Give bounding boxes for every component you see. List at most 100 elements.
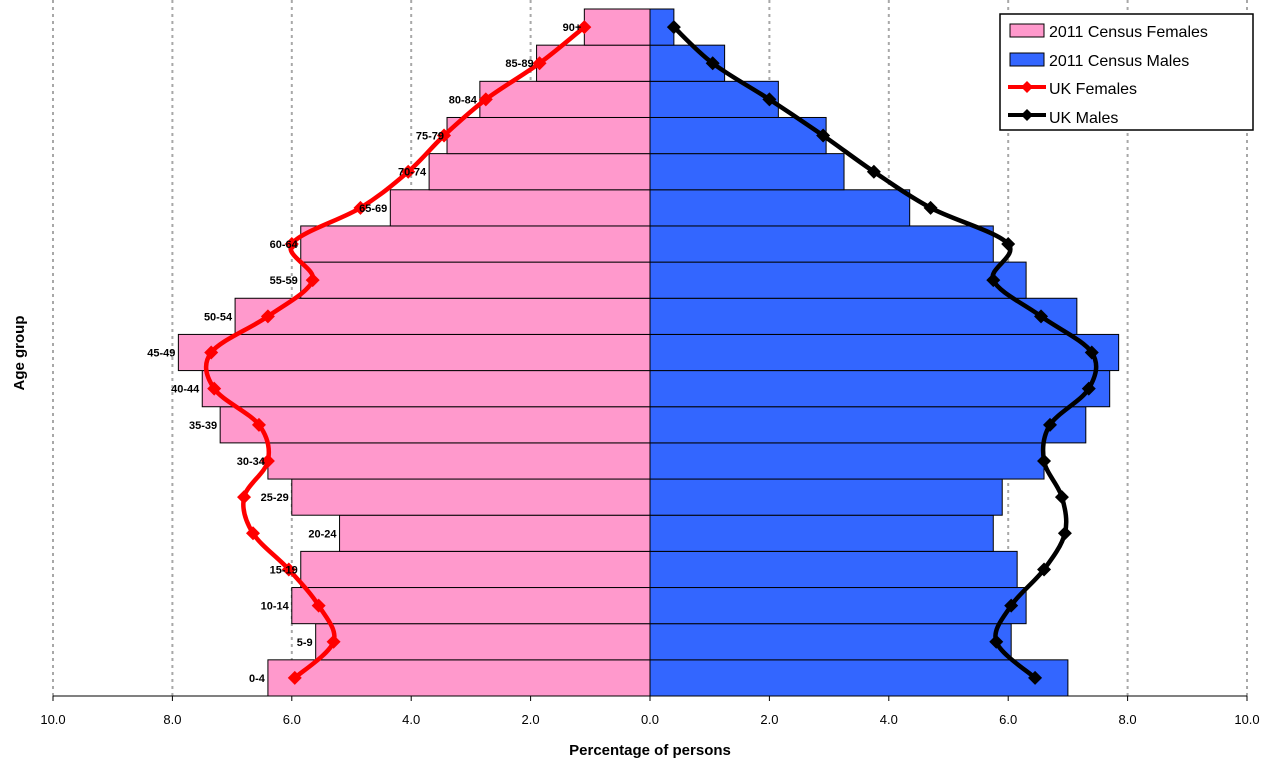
bar-male bbox=[649, 116, 827, 155]
bar-layer bbox=[177, 8, 1120, 697]
bar-female bbox=[315, 623, 651, 661]
age-group-label: 25-29 bbox=[261, 492, 289, 504]
legend-label-uk-males: UK Males bbox=[1049, 110, 1118, 127]
x-tick-label: 6.0 bbox=[283, 712, 301, 727]
x-tick-label: 8.0 bbox=[163, 712, 181, 727]
bar-female bbox=[267, 442, 651, 480]
point-uk-males bbox=[705, 56, 720, 71]
bar-male bbox=[649, 153, 845, 191]
age-group-label: 5-9 bbox=[297, 637, 313, 649]
point-uk-females bbox=[577, 20, 592, 35]
bar-female bbox=[339, 514, 651, 552]
point-uk-males bbox=[1057, 526, 1072, 541]
point-uk-females bbox=[260, 453, 275, 468]
x-tick-label: 10.0 bbox=[1234, 712, 1259, 727]
point-uk-females bbox=[284, 237, 299, 252]
point-uk-males bbox=[762, 92, 777, 107]
age-group-label: 35-39 bbox=[189, 420, 217, 432]
age-group-label: 90+ bbox=[563, 22, 582, 34]
point-uk-females bbox=[326, 634, 341, 649]
point-uk-males bbox=[1037, 453, 1052, 468]
bar-male bbox=[649, 406, 1087, 444]
point-uk-males bbox=[1054, 490, 1069, 505]
age-group-label: 20-24 bbox=[308, 528, 337, 540]
bar-female bbox=[291, 587, 651, 625]
x-tick-label: 2.0 bbox=[522, 712, 540, 727]
age-group-label: 70-74 bbox=[398, 167, 427, 179]
y-axis-title: Age group bbox=[11, 316, 28, 391]
bar-female bbox=[219, 406, 651, 444]
age-group-label: 50-54 bbox=[204, 311, 233, 323]
legend-swatch-census-males bbox=[1009, 52, 1045, 67]
point-uk-males bbox=[1084, 345, 1099, 360]
bar-female bbox=[446, 116, 651, 155]
age-group-label: 80-84 bbox=[449, 94, 478, 106]
point-uk-males bbox=[1042, 417, 1057, 432]
legend: 2011 Census Females 2011 Census Males UK… bbox=[999, 13, 1254, 131]
bar-female bbox=[177, 333, 651, 372]
age-group-label: 85-89 bbox=[505, 58, 533, 70]
point-uk-females bbox=[204, 345, 219, 360]
bar-female bbox=[267, 659, 651, 697]
age-group-label: 10-14 bbox=[261, 601, 290, 613]
bar-female bbox=[201, 370, 651, 408]
point-uk-males bbox=[1001, 237, 1016, 252]
age-group-label: 65-69 bbox=[359, 203, 387, 215]
bar-female bbox=[300, 225, 651, 263]
label-layer: 0-4 5-9 10-14 15-19 20-24 25-29 30-34 35-39 40-4… bbox=[147, 22, 581, 685]
point-uk-males bbox=[1037, 562, 1052, 577]
age-group-label: 30-34 bbox=[237, 456, 266, 468]
bar-male bbox=[649, 659, 1069, 697]
axis-layer: 10.0 8.0 6.0 4.0 2.0 0.0 2.0 4.0 6.0 8.0 10.0 bbox=[40, 695, 1260, 727]
bar-male bbox=[649, 225, 994, 263]
point-uk-males bbox=[986, 273, 1001, 288]
bar-male bbox=[649, 550, 1018, 589]
bar-male bbox=[649, 80, 779, 118]
bar-female bbox=[428, 153, 651, 191]
age-group-label: 15-19 bbox=[270, 564, 298, 576]
bar-female bbox=[479, 80, 651, 118]
point-uk-females bbox=[305, 273, 320, 288]
age-group-label: 0-4 bbox=[249, 673, 266, 685]
line-layer bbox=[203, 20, 1099, 685]
x-axis-title: Percentage of persons bbox=[569, 742, 731, 759]
bar-male bbox=[649, 623, 1012, 661]
age-group-label: 60-64 bbox=[270, 239, 299, 251]
bar-female bbox=[234, 297, 651, 335]
legend-label-census-males: 2011 Census Males bbox=[1049, 53, 1189, 70]
point-uk-females bbox=[207, 381, 222, 396]
bar-female bbox=[300, 261, 651, 299]
point-uk-females bbox=[311, 598, 326, 613]
point-uk-females bbox=[251, 417, 266, 432]
bar-female bbox=[583, 8, 651, 46]
point-uk-females bbox=[478, 92, 493, 107]
point-uk-females bbox=[287, 670, 302, 685]
bar-male bbox=[649, 442, 1045, 480]
x-tick-label: 10.0 bbox=[40, 712, 65, 727]
point-uk-males bbox=[989, 634, 1004, 649]
point-uk-females bbox=[245, 526, 260, 541]
legend-label-uk-females: UK Females bbox=[1049, 81, 1137, 98]
bar-female bbox=[291, 478, 651, 516]
bar-male bbox=[649, 370, 1111, 408]
legend-swatch-census-females bbox=[1009, 23, 1045, 38]
x-tick-label: 2.0 bbox=[760, 712, 778, 727]
legend-marker-uk-males bbox=[1021, 109, 1033, 121]
point-uk-males bbox=[666, 20, 681, 35]
point-uk-males bbox=[1004, 598, 1019, 613]
bar-male bbox=[649, 587, 1027, 625]
point-uk-males bbox=[1034, 309, 1049, 324]
age-group-label: 55-59 bbox=[270, 275, 298, 287]
bar-male bbox=[649, 297, 1078, 335]
x-tick-label: 6.0 bbox=[999, 712, 1017, 727]
legend-label-census-females: 2011 Census Females bbox=[1049, 24, 1208, 41]
point-uk-females bbox=[260, 309, 275, 324]
point-uk-males bbox=[816, 128, 831, 143]
point-uk-females bbox=[281, 562, 296, 577]
point-uk-females bbox=[401, 164, 416, 179]
point-uk-males bbox=[923, 200, 938, 215]
point-uk-females bbox=[437, 128, 452, 143]
bar-male bbox=[649, 261, 1027, 299]
point-uk-males bbox=[1028, 670, 1043, 685]
bar-female bbox=[300, 550, 651, 589]
